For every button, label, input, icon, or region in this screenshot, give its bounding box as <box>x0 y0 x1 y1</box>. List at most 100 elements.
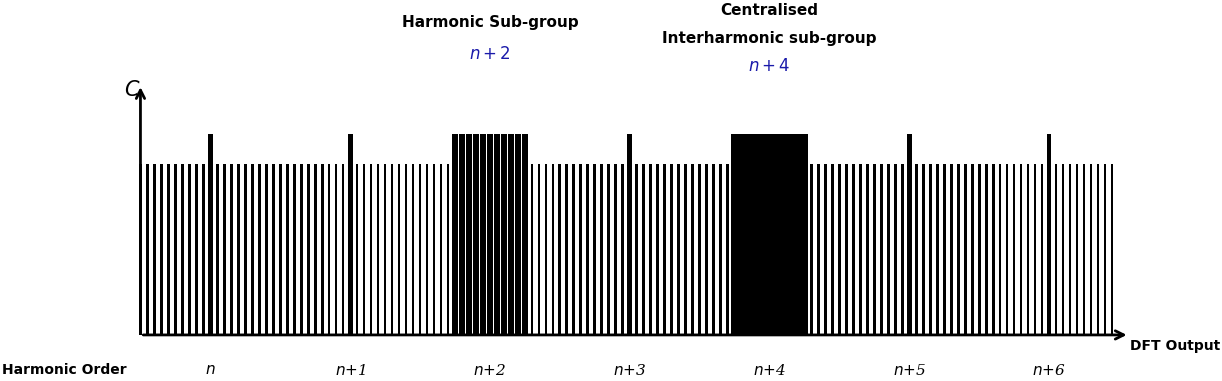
Bar <box>384 165 386 335</box>
Bar <box>494 134 500 335</box>
Bar <box>293 165 296 335</box>
Bar <box>943 165 946 335</box>
Bar <box>1013 165 1015 335</box>
Bar <box>307 165 309 335</box>
Bar <box>1069 165 1072 335</box>
Bar <box>216 165 219 335</box>
Bar <box>907 134 912 335</box>
Bar <box>1103 165 1106 335</box>
Bar <box>273 165 275 335</box>
Bar <box>237 165 240 335</box>
Bar <box>600 165 604 335</box>
Bar <box>824 165 827 335</box>
Bar <box>458 134 466 335</box>
Bar <box>545 165 547 335</box>
Bar <box>622 165 624 335</box>
Bar <box>698 165 701 335</box>
Bar <box>522 134 528 335</box>
Bar <box>731 134 738 335</box>
Bar <box>887 165 890 335</box>
Text: $n$$ + $2: $n$$ + $2 <box>473 363 507 378</box>
Bar <box>1062 165 1064 335</box>
Text: $n + 4$: $n + 4$ <box>748 58 791 75</box>
Text: $n$$ + $1: $n$$ + $1 <box>335 363 365 378</box>
Bar <box>404 165 407 335</box>
Bar <box>794 134 800 335</box>
Bar <box>895 165 897 335</box>
Bar <box>376 165 379 335</box>
Bar <box>440 165 442 335</box>
Bar <box>139 165 142 335</box>
Bar <box>787 134 794 335</box>
Bar <box>964 165 967 335</box>
Bar <box>726 165 728 335</box>
Bar <box>627 134 632 335</box>
Bar <box>712 165 715 335</box>
Bar <box>551 165 554 335</box>
Bar <box>635 165 638 335</box>
Bar <box>181 165 183 335</box>
Bar <box>901 165 903 335</box>
Bar <box>397 165 401 335</box>
Bar <box>196 165 198 335</box>
Bar <box>538 165 540 335</box>
Bar <box>745 134 752 335</box>
Text: DFT Output: DFT Output <box>1130 339 1221 353</box>
Bar <box>1006 165 1008 335</box>
Bar <box>873 165 876 335</box>
Text: $n$$ + $5: $n$$ + $5 <box>893 363 926 378</box>
Bar <box>971 165 974 335</box>
Bar <box>738 134 745 335</box>
Bar <box>391 165 393 335</box>
Bar <box>566 165 568 335</box>
Bar <box>299 165 303 335</box>
Bar <box>671 165 673 335</box>
Bar <box>780 134 787 335</box>
Bar <box>936 165 938 335</box>
Bar <box>258 165 260 335</box>
Bar <box>831 165 833 335</box>
Bar <box>433 165 435 335</box>
Bar <box>348 134 352 335</box>
Bar <box>774 134 780 335</box>
Bar <box>846 165 848 335</box>
Bar <box>335 165 337 335</box>
Bar <box>852 165 854 335</box>
Bar <box>321 165 324 335</box>
Text: Centralised: Centralised <box>721 3 819 18</box>
Bar <box>1020 165 1023 335</box>
Bar <box>251 165 254 335</box>
Bar <box>530 165 533 335</box>
Bar <box>929 165 931 335</box>
Text: $n$$ + $6: $n$$ + $6 <box>1033 363 1066 378</box>
Bar <box>766 134 772 335</box>
Bar <box>594 165 596 335</box>
Bar <box>720 165 722 335</box>
Bar <box>949 165 953 335</box>
Bar <box>342 165 345 335</box>
Text: Harmonic Order: Harmonic Order <box>2 363 126 377</box>
Bar <box>1041 165 1044 335</box>
Bar <box>692 165 694 335</box>
Bar <box>649 165 653 335</box>
Bar <box>656 165 659 335</box>
Text: $C$: $C$ <box>123 80 141 100</box>
Text: $n$$ + $4: $n$$ + $4 <box>753 363 786 378</box>
Bar <box>363 165 365 335</box>
Bar <box>664 165 666 335</box>
Bar <box>370 165 373 335</box>
Bar <box>412 165 414 335</box>
Bar <box>230 165 232 335</box>
Bar <box>265 165 268 335</box>
Bar <box>1096 165 1100 335</box>
Bar <box>615 165 617 335</box>
Bar <box>160 165 163 335</box>
Bar <box>921 165 925 335</box>
Bar <box>327 165 330 335</box>
Text: Interharmonic sub-group: Interharmonic sub-group <box>662 30 876 46</box>
Bar <box>466 134 472 335</box>
Bar <box>915 165 918 335</box>
Bar <box>452 134 458 335</box>
Bar <box>153 165 155 335</box>
Bar <box>286 165 288 335</box>
